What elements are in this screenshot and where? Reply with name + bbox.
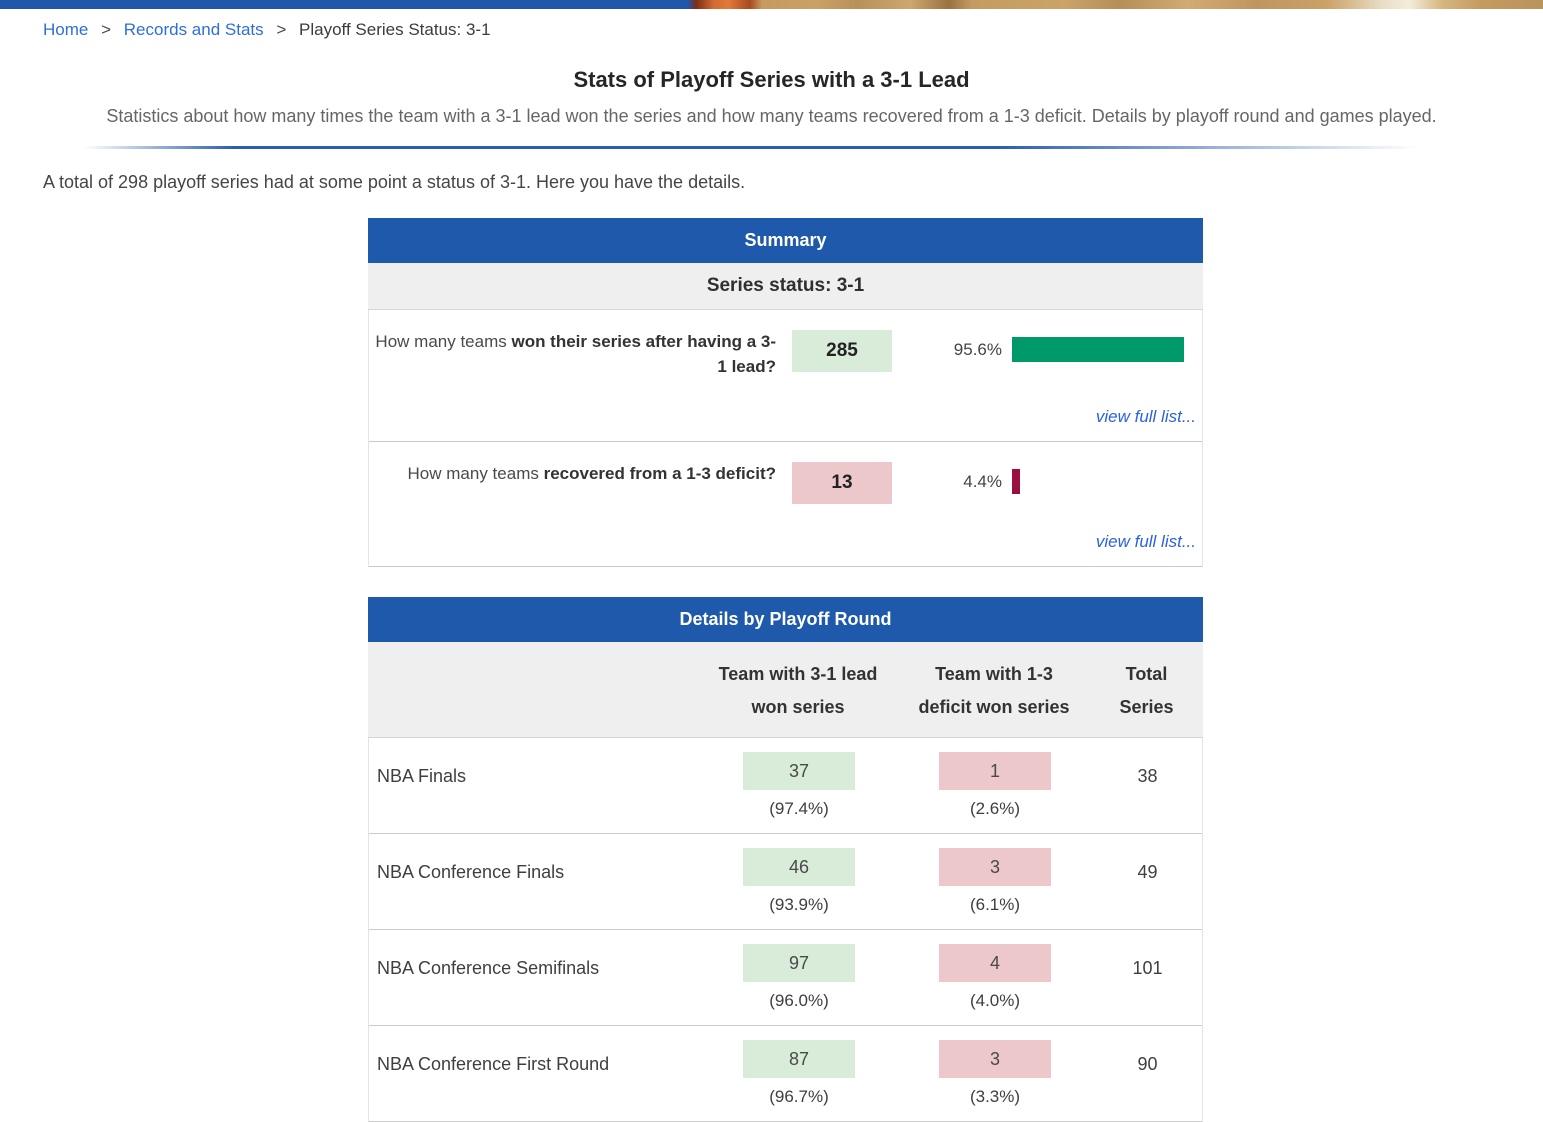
table-row-conference-first-round: NBA Conference First Round 87 (96.7%) 3 … bbox=[369, 1026, 1202, 1122]
lead-won-count: 46 bbox=[743, 848, 855, 887]
round-name: NBA Conference First Round bbox=[377, 1054, 610, 1075]
section-divider bbox=[84, 146, 1462, 149]
question-regular-part: How many teams bbox=[375, 332, 512, 351]
page-subtitle: Statistics about how many times the team… bbox=[106, 106, 1437, 126]
round-name: NBA Finals bbox=[377, 766, 467, 787]
summary-row-recovered: How many teams recovered from a 1-3 defi… bbox=[369, 442, 1202, 568]
lead-won-percent: (96.7%) bbox=[769, 1087, 829, 1107]
won-series-bar-container bbox=[1012, 337, 1184, 362]
lead-won-percent: (93.9%) bbox=[769, 895, 829, 915]
recovered-count-box: 13 bbox=[792, 462, 892, 505]
total-series-count: 101 bbox=[1132, 958, 1163, 979]
round-name: NBA Conference Finals bbox=[377, 862, 565, 883]
view-full-list-link-won[interactable]: view full list... bbox=[1095, 407, 1196, 427]
summary-row-won-series: How many teams won their series after ha… bbox=[369, 310, 1202, 443]
column-header-deficit-won: Team with 1-3 deficit won series bbox=[918, 664, 1070, 717]
intro-text: A total of 298 playoff series had at som… bbox=[43, 172, 746, 192]
table-row-conference-finals: NBA Conference Finals 46 (93.9%) 3 (6.1%… bbox=[369, 834, 1202, 931]
recovered-bar-container bbox=[1012, 469, 1020, 495]
lead-won-count: 97 bbox=[743, 944, 855, 983]
breadcrumb-link-home[interactable]: Home bbox=[43, 20, 89, 39]
lead-won-percent: (96.0%) bbox=[769, 991, 829, 1011]
won-series-percent: 95.6% bbox=[953, 340, 1002, 359]
lead-won-count: 37 bbox=[743, 752, 855, 791]
details-table-column-headers: Team with 3-1 lead won series Team with … bbox=[368, 642, 1203, 739]
deficit-won-count: 4 bbox=[939, 944, 1051, 983]
header-banner-image bbox=[0, 0, 1543, 9]
summary-table: Summary Series status: 3-1 How many team… bbox=[368, 218, 1203, 568]
lead-won-percent: (97.4%) bbox=[769, 799, 829, 819]
total-series-count: 38 bbox=[1137, 766, 1158, 787]
recovered-percent: 4.4% bbox=[963, 472, 1002, 492]
question-won-series: How many teams won their series after ha… bbox=[369, 330, 776, 379]
round-name: NBA Conference Semifinals bbox=[377, 958, 600, 979]
column-header-lead-won: Team with 3-1 lead won series bbox=[718, 664, 878, 717]
total-series-count: 49 bbox=[1137, 862, 1158, 883]
series-status-subheader: Series status: 3-1 bbox=[368, 263, 1203, 310]
question-bold-part: won their series after having a 3-1 lead… bbox=[511, 332, 776, 376]
breadcrumb: Home > Records and Stats > Playoff Serie… bbox=[0, 9, 1543, 40]
won-series-count-box: 285 bbox=[792, 330, 892, 372]
deficit-won-percent: (6.1%) bbox=[969, 895, 1021, 915]
details-table: Details by Playoff Round Team with 3-1 l… bbox=[368, 597, 1203, 1122]
view-full-list-link-recovered[interactable]: view full list... bbox=[1095, 532, 1196, 552]
summary-table-title: Summary bbox=[368, 218, 1203, 263]
question-recovered: How many teams recovered from a 1-3 defi… bbox=[369, 462, 776, 487]
deficit-won-percent: (4.0%) bbox=[969, 991, 1021, 1011]
deficit-won-count: 3 bbox=[939, 848, 1051, 887]
details-table-title: Details by Playoff Round bbox=[368, 597, 1203, 643]
won-series-percent-bar bbox=[1012, 337, 1184, 362]
breadcrumb-separator: > bbox=[276, 20, 287, 39]
deficit-won-percent: (2.6%) bbox=[969, 799, 1021, 819]
deficit-won-count: 3 bbox=[939, 1040, 1051, 1079]
total-series-count: 90 bbox=[1137, 1054, 1158, 1075]
table-row-conference-semifinals: NBA Conference Semifinals 97 (96.0%) 4 (… bbox=[369, 930, 1202, 1027]
lead-won-count: 87 bbox=[743, 1040, 855, 1079]
breadcrumb-link-records-and-stats[interactable]: Records and Stats bbox=[123, 20, 264, 39]
question-bold-part: recovered from a 1-3 deficit? bbox=[543, 464, 776, 484]
breadcrumb-separator: > bbox=[101, 20, 112, 39]
recovered-percent-bar bbox=[1012, 469, 1020, 495]
breadcrumb-current-page: Playoff Series Status: 3-1 bbox=[299, 20, 491, 39]
table-row-nba-finals: NBA Finals 37 (97.4%) 1 (2.6%) 38 bbox=[369, 738, 1202, 835]
page-title: Stats of Playoff Series with a 3-1 Lead bbox=[573, 67, 970, 92]
deficit-won-percent: (3.3%) bbox=[969, 1087, 1021, 1107]
question-regular-part: How many teams bbox=[407, 464, 544, 484]
deficit-won-count: 1 bbox=[939, 752, 1051, 791]
column-header-total-series: Total Series bbox=[1119, 664, 1174, 717]
